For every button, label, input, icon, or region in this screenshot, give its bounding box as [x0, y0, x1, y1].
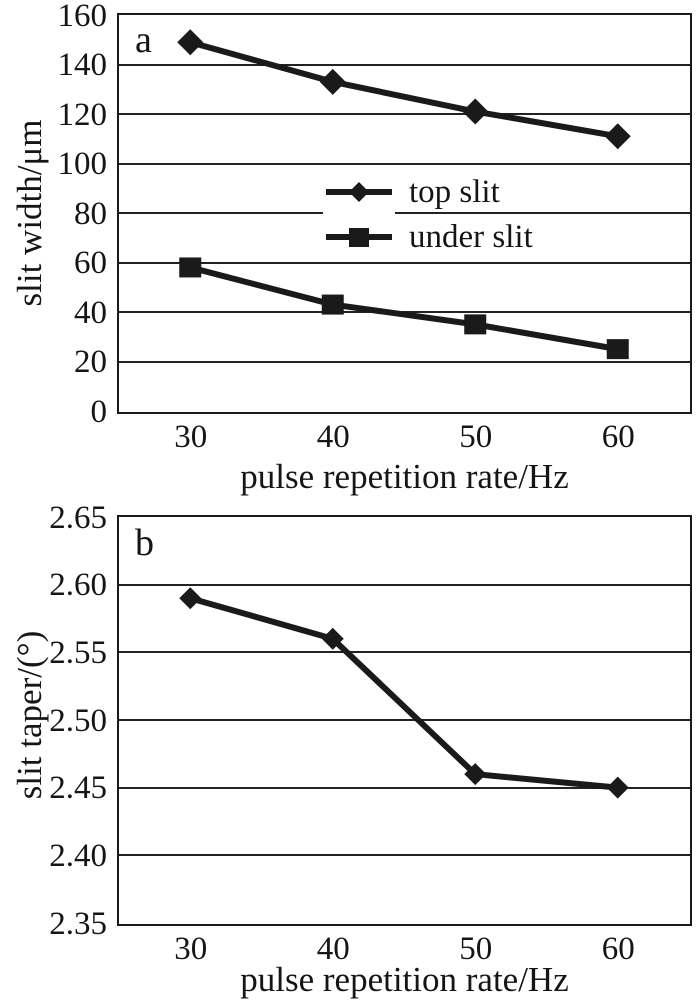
gridline-y-2.45	[119, 786, 690, 789]
chart-a-y-tick-60: 60	[74, 245, 107, 281]
gridline-y-140	[119, 63, 690, 66]
chart-b-y-tick-2.60: 2.60	[49, 567, 107, 604]
chart-a-x-tick-40: 40	[316, 419, 350, 455]
diamond-marker-slit-taper-x50	[464, 763, 487, 786]
gridline-y-2.60	[119, 583, 690, 586]
series-line-top-slit	[189, 39, 619, 140]
diamond-marker-slit-taper-x40	[321, 627, 344, 650]
chart-a-series-layer	[177, 29, 631, 360]
chart-a-panel-label: a	[135, 19, 152, 61]
legend-entry-under-slit: under slit	[323, 215, 533, 260]
chart-b-x-tick-30: 30	[174, 931, 208, 967]
chart-a-x-tick-50: 50	[459, 419, 493, 455]
chart-a-y-tick-0: 0	[90, 393, 108, 430]
chart-a-y-tick-80: 80	[74, 195, 107, 232]
top-slit-line-diamond-icon	[323, 170, 395, 215]
diamond-marker-top-slit-x30	[177, 29, 204, 56]
legend-entry-top-slit: top slit	[323, 170, 533, 215]
diamond-marker-slit-taper-x30	[179, 587, 202, 610]
chart-b-panel-label: b	[135, 522, 154, 564]
legend-label-under-slit: under slit	[409, 219, 533, 255]
diamond-marker-top-slit-x50	[462, 98, 489, 125]
chart-b-plot-area	[117, 515, 692, 926]
series-line-under-slit	[189, 264, 619, 353]
diamond-marker-slit-taper-x60	[606, 776, 629, 799]
chart-b-x-tick-40: 40	[316, 931, 350, 967]
gridline-y-120	[119, 113, 690, 115]
chart-a-legend: top slit under slit	[323, 170, 533, 260]
chart-a-y-tick-40: 40	[74, 294, 107, 331]
chart-a-y-tick-100: 100	[57, 146, 108, 182]
chart-b-y-tick-2.40: 2.40	[49, 837, 107, 874]
under-slit-line-square-icon	[323, 215, 395, 260]
chart-a-y-tick-140: 140	[57, 47, 108, 83]
diamond-marker-top-slit-x60	[604, 123, 631, 150]
chart-b-x-axis-title: pulse repetition rate/Hz	[240, 960, 569, 999]
square-marker-under-slit-x50	[464, 314, 487, 335]
square-marker-under-slit-x60	[606, 339, 629, 360]
chart-b-series-layer	[179, 587, 629, 799]
gridline-y-2.55	[119, 651, 690, 654]
chart-a-y-tick-20: 20	[74, 344, 107, 380]
diamond-marker-top-slit-x40	[319, 68, 346, 95]
gridline-y-80	[119, 212, 690, 214]
chart-a-y-tick-120: 120	[57, 96, 108, 133]
square-marker-under-slit-x40	[321, 294, 344, 315]
gridline-y-2.40	[119, 854, 690, 857]
gridline-y-100	[119, 162, 690, 165]
chart-b-y-tick-2.65: 2.65	[49, 499, 107, 536]
chart-a-plot-area	[117, 13, 692, 414]
square-marker-under-slit-x30	[179, 257, 202, 278]
chart-b-y-tick-2.45: 2.45	[49, 770, 107, 807]
legend-label-top-slit: top slit	[409, 174, 500, 210]
chart-b-y-tick-2.35: 2.35	[49, 905, 107, 942]
chart-b-x-tick-60: 60	[601, 931, 635, 967]
chart-a-x-axis-title: pulse repetition rate/Hz	[240, 457, 569, 496]
chart-b-y-tick-2.50: 2.50	[49, 702, 107, 739]
chart-a-y-tick-160: 160	[57, 0, 108, 34]
chart-b-x-tick-50: 50	[459, 931, 493, 967]
chart-a-x-tick-60: 60	[601, 419, 635, 455]
gridline-y-60	[119, 261, 690, 264]
chart-a-x-tick-30: 30	[174, 419, 208, 455]
series-line-slit-taper	[189, 595, 619, 791]
chart-b-y-tick-2.55: 2.55	[49, 634, 107, 671]
gridline-y-20	[119, 360, 690, 363]
gridline-y-2.50	[119, 719, 690, 721]
